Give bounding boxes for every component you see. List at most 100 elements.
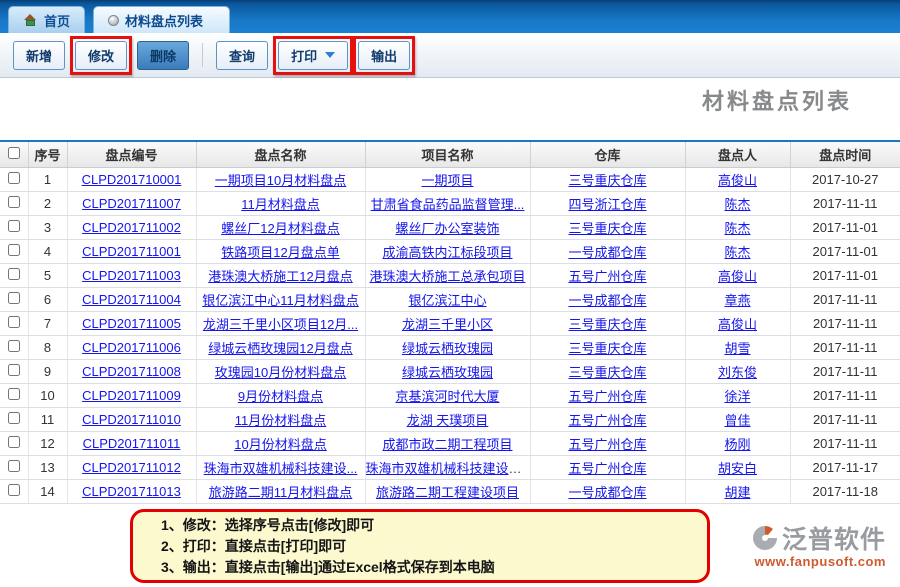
- row-warehouse-cell: 四号浙江仓库: [530, 191, 686, 216]
- row-project-link[interactable]: 螺丝厂办公室装饰: [395, 220, 500, 236]
- tab-home[interactable]: 首页: [8, 6, 86, 33]
- row-checkbox-cell: [0, 359, 29, 384]
- row-warehouse-link[interactable]: 五号广州仓库: [568, 412, 647, 428]
- row-checkbox[interactable]: [7, 243, 20, 256]
- row-person-link[interactable]: 杨刚: [724, 436, 751, 452]
- row-name-link[interactable]: 一期项目10月材料盘点: [214, 172, 347, 188]
- row-code-link[interactable]: CLPD201711003: [82, 267, 181, 283]
- row-checkbox[interactable]: [7, 171, 20, 184]
- row-name-link[interactable]: 11月份材料盘点: [234, 412, 327, 428]
- row-date: 2017-11-11: [790, 431, 900, 456]
- row-person-link[interactable]: 徐洋: [724, 388, 751, 404]
- row-person-link[interactable]: 高俊山: [717, 316, 757, 332]
- row-name-link[interactable]: 绿城云栖玫瑰园12月盘点: [208, 340, 353, 356]
- row-code-link[interactable]: CLPD201711010: [82, 411, 181, 427]
- row-warehouse-link[interactable]: 三号重庆仓库: [568, 172, 647, 188]
- row-checkbox[interactable]: [7, 435, 20, 448]
- row-person-link[interactable]: 陈杰: [724, 196, 751, 212]
- row-person-link[interactable]: 胡建: [724, 484, 751, 500]
- row-warehouse-link[interactable]: 一号成都仓库: [568, 292, 647, 308]
- row-warehouse-link[interactable]: 三号重庆仓库: [568, 316, 647, 332]
- row-checkbox[interactable]: [7, 483, 20, 496]
- row-checkbox[interactable]: [7, 291, 20, 304]
- row-code-link[interactable]: CLPD201711002: [82, 219, 181, 235]
- row-warehouse-link[interactable]: 五号广州仓库: [568, 388, 647, 404]
- row-name-link[interactable]: 玫瑰园10月份材料盘点: [214, 364, 347, 380]
- select-all-checkbox[interactable]: [7, 146, 20, 159]
- row-checkbox[interactable]: [7, 363, 20, 376]
- row-person-link[interactable]: 陈杰: [724, 244, 751, 260]
- row-name-link[interactable]: 9月份材料盘点: [237, 388, 324, 404]
- row-checkbox[interactable]: [7, 387, 20, 400]
- row-person-link[interactable]: 胡雪: [724, 340, 751, 356]
- row-code-link[interactable]: CLPD201711007: [82, 195, 181, 211]
- row-person-link[interactable]: 陈杰: [724, 220, 751, 236]
- row-warehouse-link[interactable]: 三号重庆仓库: [568, 220, 647, 236]
- add-button[interactable]: 新增: [13, 40, 66, 70]
- row-warehouse-link[interactable]: 三号重庆仓库: [568, 340, 647, 356]
- row-warehouse-link[interactable]: 四号浙江仓库: [568, 196, 647, 212]
- row-checkbox[interactable]: [7, 267, 20, 280]
- row-project-link[interactable]: 港珠澳大桥施工总承包项目: [369, 268, 526, 284]
- row-person-link[interactable]: 刘东俊: [717, 364, 757, 380]
- row-project-link[interactable]: 珠海市双雄机械科技建设项目: [365, 460, 530, 476]
- row-name-link[interactable]: 11月材料盘点: [241, 196, 320, 212]
- row-warehouse-link[interactable]: 五号广州仓库: [568, 268, 647, 284]
- row-project-link[interactable]: 龙湖 天璞项目: [406, 412, 489, 428]
- row-project-cell: 绿城云栖玫瑰园: [365, 359, 531, 384]
- row-name-link[interactable]: 铁路项目12月盘点单: [221, 244, 340, 260]
- row-code-link[interactable]: CLPD201711012: [82, 459, 181, 475]
- export-button[interactable]: 输出: [358, 40, 411, 70]
- row-project-link[interactable]: 成渝高铁内江标段项目: [382, 244, 513, 260]
- row-checkbox[interactable]: [7, 411, 20, 424]
- row-code-link[interactable]: CLPD201711011: [82, 435, 181, 451]
- row-code-link[interactable]: CLPD201711001: [82, 243, 181, 259]
- row-project-link[interactable]: 龙湖三千里小区: [401, 316, 493, 332]
- row-project-link[interactable]: 成都市政二期工程项目: [382, 436, 513, 452]
- row-name-link[interactable]: 龙湖三千里小区项目12月...: [202, 316, 359, 332]
- row-name-link[interactable]: 港珠澳大桥施工12月盘点: [208, 268, 353, 284]
- row-name-link[interactable]: 螺丝厂12月材料盘点: [221, 220, 340, 236]
- row-person-link[interactable]: 胡安白: [717, 460, 757, 476]
- row-checkbox[interactable]: [7, 459, 20, 472]
- row-name-link[interactable]: 珠海市双雄机械科技建设...: [203, 460, 358, 476]
- row-project-link[interactable]: 甘肃省食品药品监督管理...: [370, 196, 525, 212]
- row-code-link[interactable]: CLPD201711005: [82, 315, 181, 331]
- row-project-link[interactable]: 绿城云栖玫瑰园: [401, 340, 493, 356]
- row-name-link[interactable]: 10月份材料盘点: [234, 436, 327, 452]
- row-name-cell: 9月份材料盘点: [196, 383, 366, 408]
- row-warehouse-link[interactable]: 五号广州仓库: [568, 436, 647, 452]
- row-name-link[interactable]: 旅游路二期11月材料盘点: [208, 484, 353, 500]
- tab-material-inventory-list[interactable]: 材料盘点列表 ×: [93, 6, 231, 33]
- row-code-link[interactable]: CLPD201711004: [82, 291, 181, 307]
- row-code-link[interactable]: CLPD201711006: [82, 339, 181, 355]
- row-project-link[interactable]: 京基滨河时代大厦: [395, 388, 500, 404]
- close-icon[interactable]: ×: [218, 6, 226, 18]
- row-person-link[interactable]: 高俊山: [717, 268, 757, 284]
- row-project-link[interactable]: 一期项目: [421, 172, 474, 188]
- row-code-link[interactable]: CLPD201711008: [82, 363, 181, 379]
- row-project-link[interactable]: 旅游路二期工程建设项目: [375, 484, 519, 500]
- query-button[interactable]: 查询: [216, 40, 269, 70]
- row-checkbox[interactable]: [7, 195, 20, 208]
- row-person-link[interactable]: 曾佳: [724, 412, 751, 428]
- row-code-link[interactable]: CLPD201711013: [82, 483, 181, 499]
- row-warehouse-link[interactable]: 一号成都仓库: [568, 244, 647, 260]
- row-project-link[interactable]: 绿城云栖玫瑰园: [401, 364, 493, 380]
- print-button[interactable]: 打印: [278, 40, 349, 70]
- row-warehouse-link[interactable]: 三号重庆仓库: [568, 364, 647, 380]
- row-checkbox[interactable]: [7, 219, 20, 232]
- row-project-link[interactable]: 银亿滨江中心: [408, 292, 487, 308]
- tab-page-icon: [108, 14, 120, 26]
- delete-button[interactable]: 删除: [137, 40, 190, 70]
- row-name-link[interactable]: 银亿滨江中心11月材料盘点: [202, 292, 359, 308]
- row-checkbox[interactable]: [7, 339, 20, 352]
- row-code-link[interactable]: CLPD201710001: [81, 171, 182, 187]
- row-person-link[interactable]: 高俊山: [717, 172, 757, 188]
- row-person-link[interactable]: 章燕: [724, 292, 751, 308]
- row-warehouse-link[interactable]: 五号广州仓库: [568, 460, 647, 476]
- row-checkbox[interactable]: [7, 315, 20, 328]
- row-warehouse-link[interactable]: 一号成都仓库: [568, 484, 647, 500]
- edit-button[interactable]: 修改: [75, 40, 128, 70]
- row-code-link[interactable]: CLPD201711009: [82, 387, 181, 403]
